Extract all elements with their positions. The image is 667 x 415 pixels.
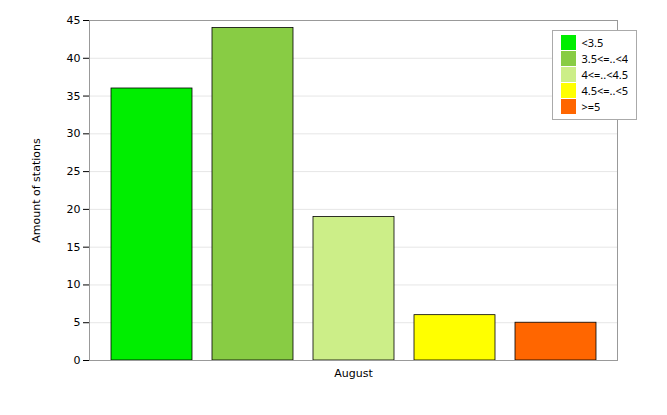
svg-text:August: August (334, 367, 373, 380)
svg-text:30: 30 (67, 127, 81, 140)
svg-text:20: 20 (67, 203, 81, 216)
html-text:<3.5: <3.5 (581, 35, 604, 50)
svg-text:35: 35 (67, 90, 81, 103)
html-text:4.5<=..<5: 4.5<=..<5 (581, 83, 628, 98)
svg-text:25: 25 (67, 165, 81, 178)
html-text:>=5: >=5 (581, 99, 601, 114)
svg-text:40: 40 (67, 52, 81, 65)
html-text:3.5<=..<4: 3.5<=..<4 (581, 51, 628, 66)
svg-text:10: 10 (67, 278, 81, 291)
svg-text:15: 15 (67, 241, 81, 254)
svg-text:45: 45 (67, 14, 81, 27)
html-text:4<=..<4.5: 4<=..<4.5 (581, 67, 628, 82)
svg-text:0: 0 (74, 354, 81, 367)
svg-text:Amount of stations: Amount of stations (30, 138, 43, 243)
svg-text:5: 5 (74, 316, 81, 329)
